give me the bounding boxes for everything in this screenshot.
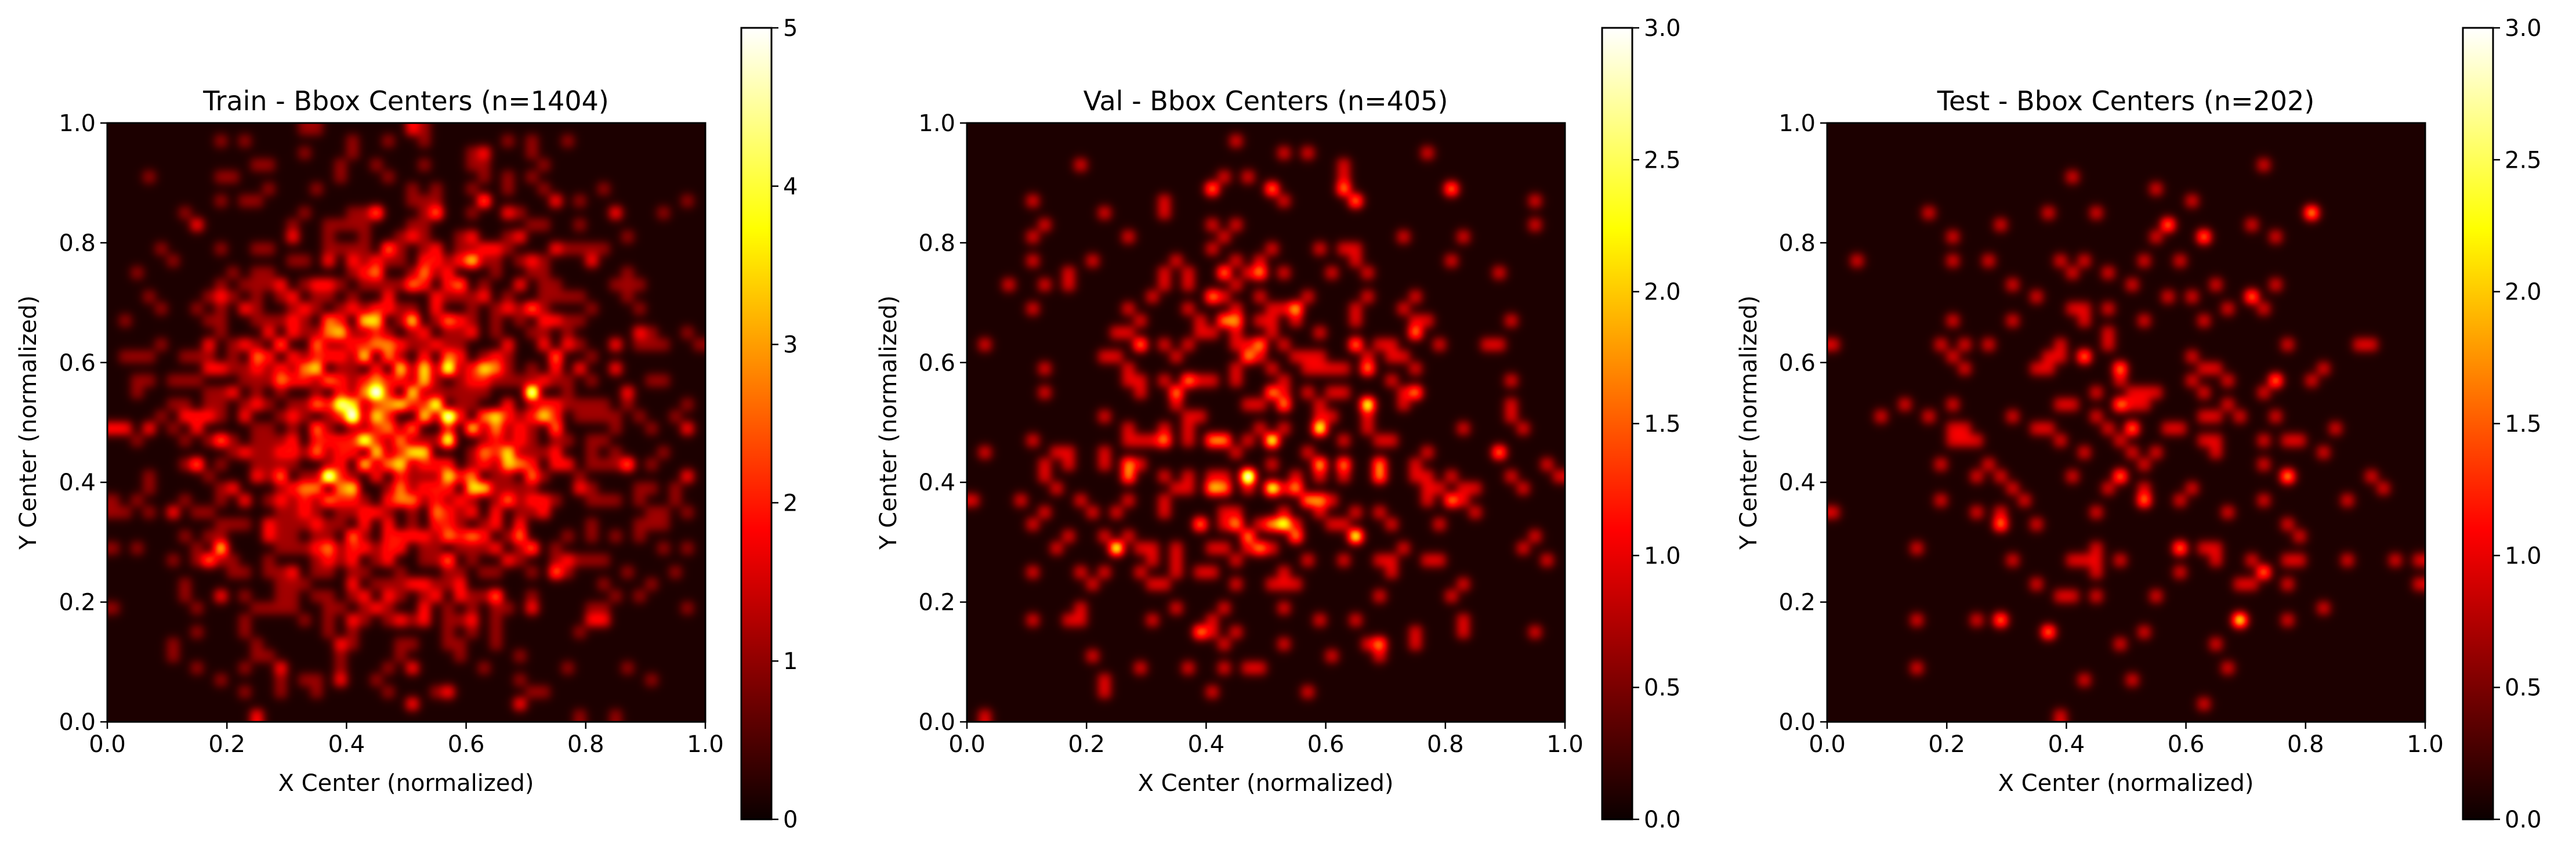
plot-frame (106, 122, 707, 723)
colorbar-tick-label: 2.5 (1644, 147, 1681, 174)
chart-title: Val - Bbox Centers (n=405) (1084, 85, 1448, 117)
x-tick-label: 0.8 (2287, 731, 2324, 758)
panel-val: Val - Bbox Centers (n=405) 0.0 0.2 0.4 0.6 0… (875, 15, 1681, 833)
x-tick-label: 1.0 (2407, 731, 2444, 758)
y-tick-label: 0.4 (59, 469, 96, 496)
colorbar-tick-label: 1.0 (1644, 543, 1681, 569)
x-tick-label: 0.4 (1188, 731, 1225, 758)
y-axis-ticks: 0.0 0.2 0.4 0.6 0.8 1.0 (59, 110, 107, 736)
y-tick-label: 0.6 (918, 350, 955, 377)
x-tick-label: 1.0 (687, 731, 724, 758)
y-tick-label: 0.2 (1778, 590, 1816, 616)
heatmap-plot (966, 122, 1566, 723)
colorbar: 0 1 2 3 4 5 (740, 15, 798, 833)
colorbar-ticks: 0 1 2 3 4 5 (771, 15, 798, 833)
y-tick-label: 0.0 (1778, 709, 1816, 736)
x-tick-label: 0.8 (1427, 731, 1464, 758)
heatmap-image (967, 123, 1565, 722)
x-tick-label: 0.8 (567, 731, 604, 758)
x-axis-ticks: 0.0 0.2 0.4 0.6 0.8 1.0 (89, 722, 724, 758)
x-tick-label: 0.0 (89, 731, 126, 758)
x-tick-label: 1.0 (1546, 731, 1584, 758)
y-axis-label: Y Center (normalized) (875, 295, 902, 550)
x-tick-label: 0.0 (948, 731, 986, 758)
colorbar-tick-label: 3 (783, 332, 798, 359)
y-tick-label: 1.0 (59, 110, 96, 137)
colorbar-ticks: 0.0 0.5 1.0 1.5 2.0 2.5 3.0 (2493, 15, 2542, 833)
colorbar-tick-label: 2 (783, 490, 798, 516)
x-axis-label: X Center (normalized) (278, 770, 534, 797)
y-tick-label: 1.0 (918, 110, 955, 137)
y-axis-label: Y Center (normalized) (15, 295, 42, 550)
x-tick-label: 0.2 (1928, 731, 1965, 758)
colorbar-tick-label: 2.5 (2505, 147, 2542, 174)
x-tick-label: 0.2 (1068, 731, 1105, 758)
colorbar-gradient (740, 27, 773, 821)
heatmap-image (1827, 123, 2425, 722)
y-tick-label: 1.0 (1778, 110, 1816, 137)
y-tick-label: 0.8 (918, 230, 955, 256)
y-tick-label: 0.2 (59, 590, 96, 616)
panel-train: Train - Bbox Centers (n=1404) 0.0 0.2 0.4 0… (15, 15, 798, 833)
y-tick-label: 0.2 (918, 590, 955, 616)
colorbar-tick-label: 1 (783, 648, 798, 675)
x-axis-ticks: 0.0 0.2 0.4 0.6 0.8 1.0 (948, 722, 1584, 758)
y-tick-label: 0.8 (1778, 230, 1816, 256)
y-axis-ticks: 0.0 0.2 0.4 0.6 0.8 1.0 (918, 110, 967, 736)
x-tick-label: 0.4 (328, 731, 365, 758)
y-tick-label: 0.6 (59, 350, 96, 377)
chart-title: Test - Bbox Centers (n=202) (1937, 85, 2315, 117)
colorbar-ticks: 0.0 0.5 1.0 1.5 2.0 2.5 3.0 (1632, 15, 1681, 833)
colorbar: 0.0 0.5 1.0 1.5 2.0 2.5 3.0 (2462, 15, 2542, 833)
colorbar-tick-label: 5 (783, 15, 798, 42)
y-axis-label: Y Center (normalized) (1736, 295, 1762, 550)
colorbar-tick-label: 0.5 (1644, 675, 1681, 702)
x-tick-label: 0.4 (2048, 731, 2085, 758)
y-tick-label: 0.4 (1778, 469, 1816, 496)
y-tick-label: 0.4 (918, 469, 955, 496)
colorbar-tick-label: 1.5 (2505, 411, 2542, 438)
x-axis-ticks: 0.0 0.2 0.4 0.6 0.8 1.0 (1809, 722, 2444, 758)
y-tick-label: 0.0 (918, 709, 955, 736)
heatmap-plot (106, 122, 707, 723)
colorbar-tick-label: 0.5 (2505, 675, 2542, 702)
x-tick-label: 0.6 (448, 731, 485, 758)
x-tick-label: 0.2 (208, 731, 245, 758)
x-axis-label: X Center (normalized) (1998, 770, 2254, 797)
colorbar-tick-label: 3.0 (1644, 15, 1681, 42)
colorbar-tick-label: 0 (783, 807, 798, 833)
y-tick-label: 0.0 (59, 709, 96, 736)
colorbar: 0.0 0.5 1.0 1.5 2.0 2.5 3.0 (1601, 15, 1681, 833)
y-tick-label: 0.8 (59, 230, 96, 256)
colorbar-tick-label: 4 (783, 174, 798, 200)
panel-test: Test - Bbox Centers (n=202) 0.0 0.2 0.4 0.6… (1736, 15, 2542, 833)
plot-frame (966, 122, 1566, 723)
colorbar-gradient (1601, 27, 1633, 821)
x-axis-label: X Center (normalized) (1138, 770, 1394, 797)
x-tick-label: 0.6 (2168, 731, 2205, 758)
colorbar-tick-label: 3.0 (2505, 15, 2542, 42)
heatmap-image (107, 123, 705, 722)
plot-frame (1826, 122, 2426, 723)
colorbar-tick-label: 0.0 (1644, 807, 1681, 833)
colorbar-tick-label: 2.0 (2505, 279, 2542, 306)
colorbar-tick-label: 1.5 (1644, 411, 1681, 438)
colorbar-tick-label: 0.0 (2505, 807, 2542, 833)
chart-title: Train - Bbox Centers (n=1404) (202, 85, 609, 117)
x-tick-label: 0.0 (1809, 731, 1846, 758)
y-tick-label: 0.6 (1778, 350, 1816, 377)
x-tick-label: 0.6 (1307, 731, 1345, 758)
colorbar-gradient (2462, 27, 2494, 821)
heatmap-plot (1826, 122, 2426, 723)
colorbar-tick-label: 2.0 (1644, 279, 1681, 306)
y-axis-ticks: 0.0 0.2 0.4 0.6 0.8 1.0 (1778, 110, 1827, 736)
colorbar-tick-label: 1.0 (2505, 543, 2542, 569)
